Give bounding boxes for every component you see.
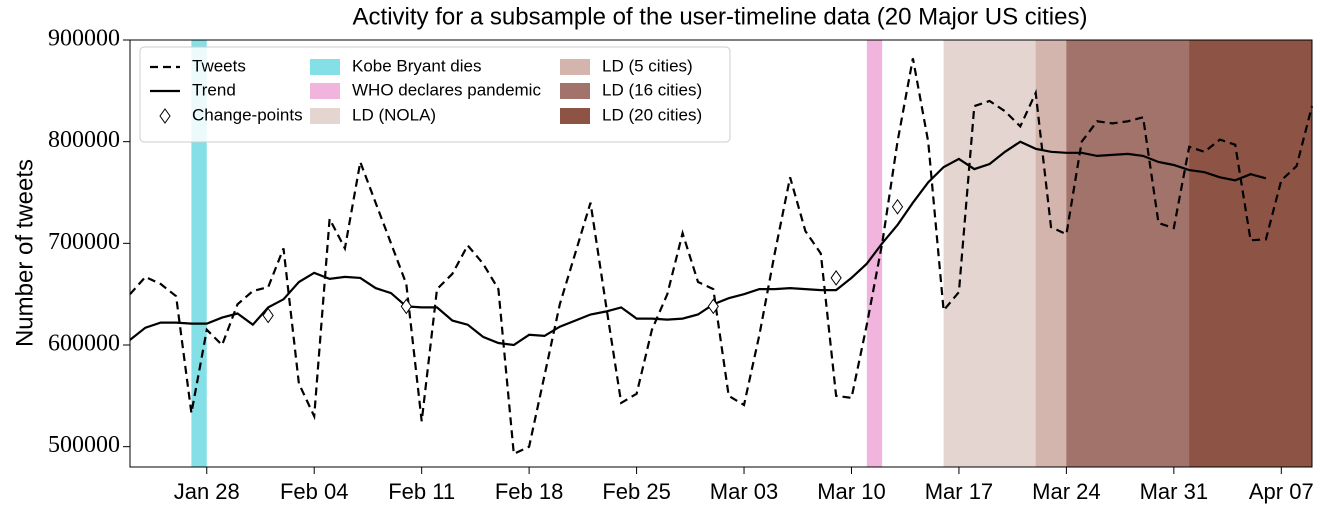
x-tick-label: Feb 18 (495, 479, 564, 504)
legend-label: Trend (192, 80, 236, 99)
y-tick-label: 700000 (48, 229, 120, 255)
legend-swatch (560, 83, 590, 99)
x-tick-label: Feb 04 (280, 479, 349, 504)
y-tick-label: 500000 (48, 432, 120, 458)
legend-swatch (310, 59, 340, 75)
legend-label: WHO declares pandemic (352, 80, 541, 99)
legend-label: LD (NOLA) (352, 105, 436, 124)
legend-swatch (560, 108, 590, 124)
legend-swatch (310, 83, 340, 99)
legend-marker (159, 108, 171, 124)
plot-frame (129, 39, 1313, 468)
legend-swatch (310, 108, 340, 124)
legend: Tweets Trend Change-points Kobe Bryant dies… (139, 46, 731, 143)
event-span (1189, 40, 1312, 467)
change-point (891, 198, 904, 215)
x-tick-label: Jan 28 (174, 479, 240, 504)
change-point (262, 307, 274, 324)
x-tick-label: Mar 24 (1032, 479, 1100, 504)
legend-label: LD (20 cities) (602, 105, 702, 124)
chart-title: Activity for a subsample of the user-tim… (353, 3, 1088, 30)
x-tick-label: Feb 25 (602, 479, 671, 504)
legend-label: Change-points (192, 105, 303, 124)
x-tick-label: Mar 03 (710, 479, 778, 504)
legend-swatch (560, 59, 590, 75)
x-tick-label: Mar 10 (817, 479, 885, 504)
x-tick-label: Mar 31 (1140, 479, 1208, 504)
change-point (707, 298, 719, 315)
change-point (400, 298, 412, 315)
x-tick-label: Mar 17 (925, 479, 993, 504)
series-line (129, 140, 1267, 347)
legend-label: Tweets (192, 56, 246, 75)
legend-label: LD (5 cities) (602, 56, 693, 75)
y-axis-label: Number of tweets (11, 159, 38, 347)
series-line (129, 58, 1314, 456)
legend-label: Kobe Bryant dies (352, 56, 481, 75)
event-span (191, 40, 207, 467)
legend-label: LD (16 cities) (602, 80, 702, 99)
y-tick-label: 800000 (48, 127, 120, 153)
y-tick-label: 900000 (48, 26, 120, 52)
x-tick-label: Apr 07 (1249, 479, 1314, 504)
change-point (830, 270, 842, 286)
y-tick-label: 600000 (48, 331, 120, 357)
x-tick-label: Feb 11 (388, 479, 455, 504)
